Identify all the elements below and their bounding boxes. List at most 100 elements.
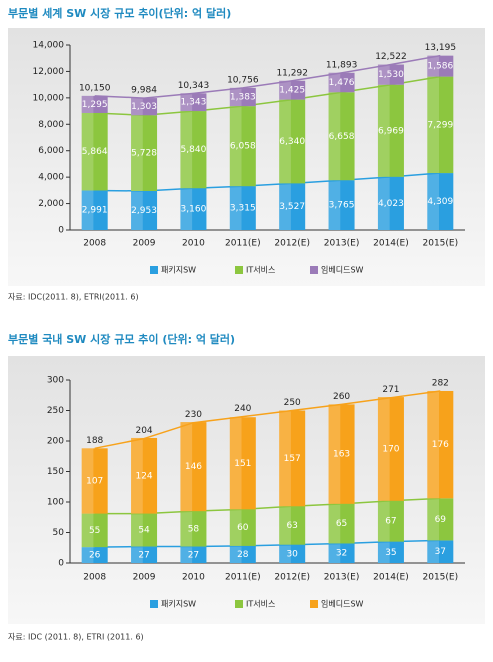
data-label: 6,969 bbox=[378, 126, 404, 136]
total-label: 10,150 bbox=[79, 83, 111, 93]
x-tick-label: 2015(E) bbox=[423, 573, 459, 583]
x-tick-label: 2010 bbox=[182, 573, 205, 583]
total-label: 282 bbox=[432, 378, 449, 388]
bar-segment bbox=[229, 186, 256, 230]
bar-segment bbox=[229, 545, 256, 563]
bar-highlight bbox=[427, 76, 440, 174]
bar-highlight bbox=[279, 183, 291, 230]
data-label: 146 bbox=[185, 462, 202, 472]
x-tick-label: 2014(E) bbox=[373, 239, 409, 249]
bar-segment bbox=[279, 80, 306, 100]
bar-segment bbox=[180, 422, 207, 512]
legend-label: 임베디드SW bbox=[321, 266, 364, 275]
data-label: 54 bbox=[138, 526, 150, 536]
y-tick-label: 50 bbox=[53, 528, 65, 538]
y-tick-label: 14,000 bbox=[33, 41, 65, 51]
bar-highlight bbox=[81, 190, 94, 230]
x-tick-label: 2014(E) bbox=[373, 573, 409, 583]
bar-segment bbox=[377, 64, 404, 85]
bar-segment bbox=[377, 176, 404, 230]
bar-highlight bbox=[279, 80, 291, 100]
data-label: 2,991 bbox=[82, 206, 108, 216]
y-tick-label: 0 bbox=[58, 559, 64, 569]
data-label: 151 bbox=[234, 459, 251, 469]
bar-segment bbox=[279, 183, 306, 230]
chart-title: 부문별 국내 SW 시장 규모 추이 (단위: 억 달러) bbox=[8, 332, 235, 346]
x-tick-label: 2009 bbox=[133, 573, 156, 583]
total-label: 13,195 bbox=[425, 43, 457, 53]
total-label: 11,292 bbox=[276, 68, 308, 78]
data-label: 6,340 bbox=[279, 137, 305, 147]
bar-highlight bbox=[229, 186, 242, 230]
bar-segment bbox=[131, 513, 158, 547]
data-label: 124 bbox=[135, 471, 152, 481]
bar-highlight bbox=[328, 503, 341, 544]
bar-segment bbox=[229, 106, 256, 187]
bar-highlight bbox=[328, 404, 341, 504]
x-tick-label: 2012(E) bbox=[274, 573, 310, 583]
data-label: 3,765 bbox=[329, 201, 355, 211]
bar-highlight bbox=[377, 64, 390, 85]
total-label: 10,343 bbox=[178, 81, 210, 91]
x-tick-label: 2013(E) bbox=[324, 573, 360, 583]
data-label: 1,476 bbox=[329, 78, 355, 88]
bar-segment bbox=[180, 546, 207, 563]
bar-highlight bbox=[229, 545, 242, 563]
bar-highlight bbox=[81, 95, 94, 113]
y-tick-label: 2,000 bbox=[38, 199, 64, 209]
bar-segment bbox=[279, 410, 306, 507]
data-label: 1,530 bbox=[378, 70, 404, 80]
data-label: 1,425 bbox=[279, 86, 305, 96]
bar-segment bbox=[328, 180, 355, 230]
bar-highlight bbox=[427, 55, 440, 77]
bar-segment bbox=[229, 417, 256, 510]
data-label: 163 bbox=[333, 450, 350, 460]
bar-segment bbox=[328, 404, 355, 504]
bar-highlight bbox=[328, 180, 341, 230]
total-label: 12,522 bbox=[375, 52, 407, 62]
bar-highlight bbox=[81, 547, 94, 563]
total-label: 188 bbox=[86, 436, 103, 446]
bar-highlight bbox=[279, 410, 291, 507]
chart-title: 부문별 세계 SW 시장 규모 추이(단위: 억 달러) bbox=[8, 6, 231, 20]
y-tick-label: 8,000 bbox=[38, 120, 64, 130]
bar-segment bbox=[427, 173, 454, 230]
data-label: 32 bbox=[336, 549, 347, 559]
bar-highlight bbox=[81, 448, 94, 514]
data-label: 55 bbox=[89, 526, 100, 536]
data-label: 1,295 bbox=[82, 100, 108, 110]
bar-segment bbox=[427, 498, 454, 541]
x-tick-label: 2011(E) bbox=[225, 239, 261, 249]
data-label: 176 bbox=[432, 440, 449, 450]
legend-swatch bbox=[235, 266, 243, 274]
bar-segment bbox=[131, 190, 158, 230]
legend-swatch bbox=[150, 600, 158, 608]
bar-highlight bbox=[81, 513, 94, 548]
bar-segment bbox=[377, 84, 404, 177]
data-label: 30 bbox=[286, 549, 298, 559]
y-tick-label: 12,000 bbox=[33, 67, 65, 77]
data-label: 69 bbox=[435, 515, 447, 525]
data-label: 4,023 bbox=[378, 199, 404, 209]
data-label: 170 bbox=[382, 444, 399, 454]
data-label: 35 bbox=[385, 548, 396, 558]
y-tick-label: 250 bbox=[47, 406, 64, 416]
bar-highlight bbox=[427, 498, 440, 541]
data-label: 26 bbox=[89, 551, 101, 561]
bar-highlight bbox=[377, 176, 390, 230]
bar-highlight bbox=[180, 111, 193, 189]
bar-highlight bbox=[377, 84, 390, 177]
x-tick-label: 2010 bbox=[182, 239, 205, 249]
bar-highlight bbox=[427, 390, 440, 499]
bar-highlight bbox=[180, 188, 193, 230]
data-label: 5,864 bbox=[82, 147, 108, 157]
bar-segment bbox=[328, 92, 355, 181]
data-label: 27 bbox=[188, 550, 199, 560]
data-label: 37 bbox=[435, 547, 446, 557]
bar-segment bbox=[180, 511, 207, 547]
bar-segment bbox=[427, 55, 454, 77]
bar-segment bbox=[328, 543, 355, 563]
data-label: 2,953 bbox=[131, 206, 157, 216]
bar-highlight bbox=[180, 93, 193, 112]
bar-highlight bbox=[229, 417, 242, 510]
